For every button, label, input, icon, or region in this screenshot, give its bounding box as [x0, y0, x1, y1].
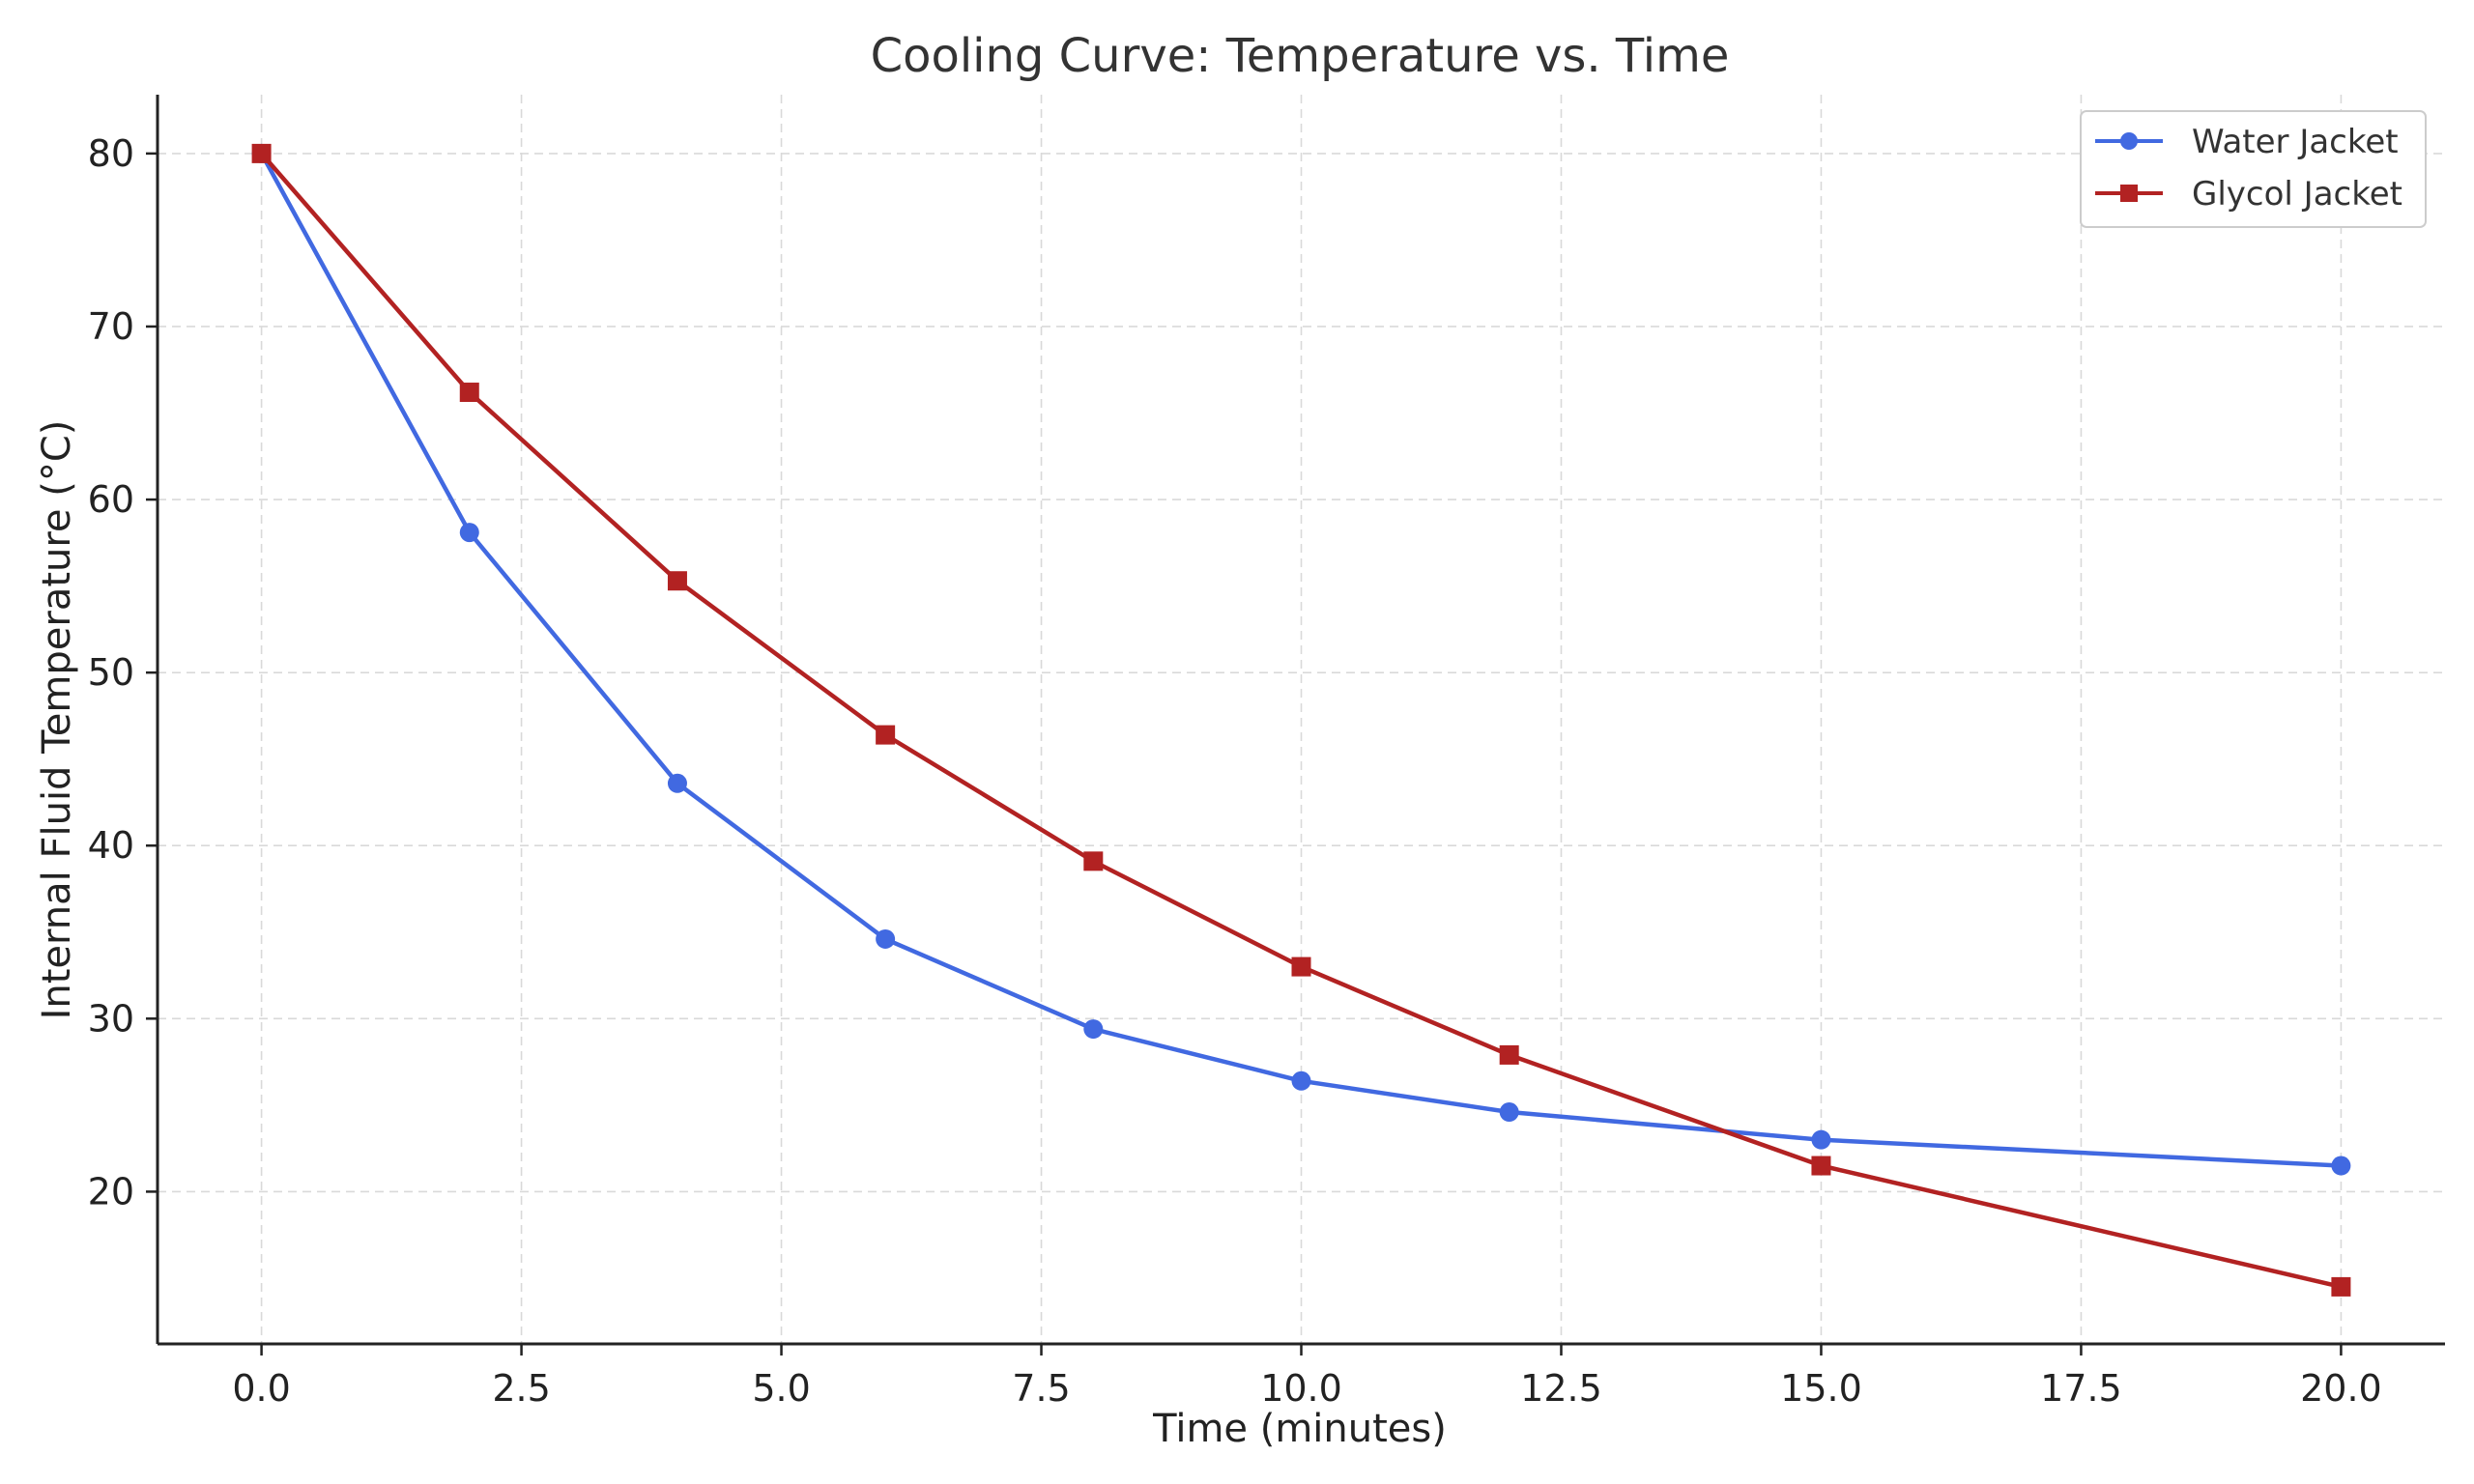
- x-tick-label-2: 5.0: [752, 1367, 810, 1410]
- legend-swatch-water-marker: [2120, 132, 2138, 150]
- legend-label-glycol: Glycol Jacket: [2192, 175, 2402, 214]
- legend-swatch-glycol-marker: [2120, 185, 2138, 202]
- x-tick-label-0: 0.0: [232, 1367, 290, 1410]
- chart-title: Cooling Curve: Temperature vs. Time: [871, 29, 1730, 83]
- y-tick-label-0: 20: [88, 1170, 134, 1213]
- point-glycol-jacket-6: [1499, 1044, 1519, 1065]
- x-tick-label-1: 2.5: [492, 1367, 550, 1410]
- legend-entry-glycol: Glycol Jacket: [2095, 175, 2402, 214]
- y-tick-label-4: 60: [88, 478, 134, 521]
- point-glycol-jacket-5: [1291, 956, 1311, 977]
- y-tick-label-1: 30: [88, 997, 134, 1040]
- point-glycol-jacket-8: [2331, 1276, 2351, 1297]
- series-layer: [251, 143, 2351, 1297]
- point-water-jacket-7: [1811, 1129, 1831, 1150]
- point-water-jacket-3: [876, 928, 896, 949]
- x-tick-label-3: 7.5: [1012, 1367, 1070, 1410]
- point-glycol-jacket-2: [667, 571, 687, 591]
- legend: Water Jacket Glycol Jacket: [2080, 110, 2427, 228]
- point-glycol-jacket-0: [251, 143, 272, 163]
- x-tick-label-5: 12.5: [1520, 1367, 1602, 1410]
- point-water-jacket-1: [459, 523, 479, 543]
- point-water-jacket-2: [667, 773, 687, 793]
- y-tick-label-3: 50: [88, 651, 134, 694]
- point-glycol-jacket-7: [1811, 1156, 1831, 1176]
- x-tick-label-6: 15.0: [1780, 1367, 1862, 1410]
- point-water-jacket-4: [1083, 1019, 1104, 1040]
- y-tick-label-2: 40: [88, 824, 134, 867]
- legend-label-water: Water Jacket: [2192, 123, 2399, 161]
- point-water-jacket-8: [2331, 1156, 2351, 1176]
- series-glycol-jacket: [251, 143, 2351, 1297]
- legend-entry-water: Water Jacket: [2095, 123, 2399, 161]
- y-tick-label-5: 70: [88, 305, 134, 348]
- x-tick-label-4: 10.0: [1260, 1367, 1342, 1410]
- grid: [158, 95, 2445, 1344]
- y-axis-title: Internal Fluid Temperature (°C): [35, 420, 79, 1020]
- x-tick-label-7: 17.5: [2040, 1367, 2122, 1410]
- point-water-jacket-6: [1499, 1102, 1519, 1123]
- point-glycol-jacket-1: [459, 383, 479, 403]
- x-axis-title: Time (minutes): [1152, 1407, 1447, 1451]
- y-tick-label-6: 80: [88, 132, 134, 175]
- legend-box: [2080, 110, 2427, 228]
- x-tick-label-8: 20.0: [2300, 1367, 2382, 1410]
- point-glycol-jacket-3: [876, 725, 896, 745]
- point-glycol-jacket-4: [1083, 851, 1104, 871]
- y-ticks: 20 30 40 50 60 70 80: [88, 132, 158, 1213]
- point-water-jacket-5: [1291, 1070, 1311, 1091]
- x-ticks: 0.0 2.5 5.0 7.5 10.0 12.5 15.0 17.5 20.0: [232, 1344, 2382, 1410]
